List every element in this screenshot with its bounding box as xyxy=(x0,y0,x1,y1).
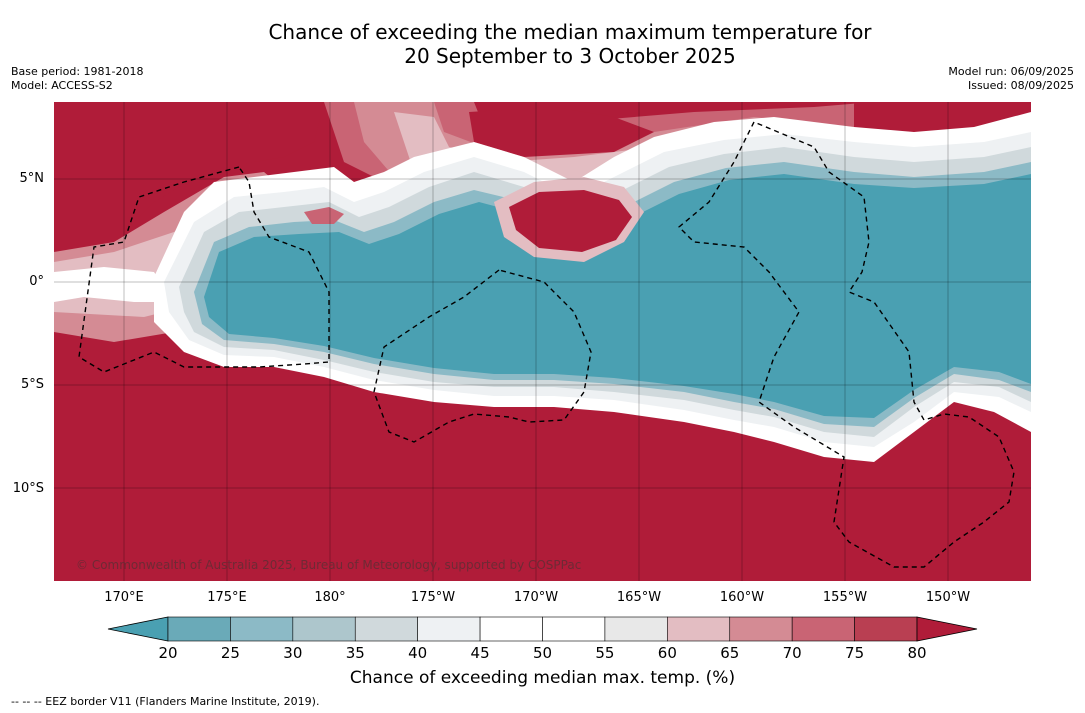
inner-red-patch xyxy=(509,190,632,252)
graticule xyxy=(54,102,1031,581)
eez-footnote: -- -- -- EEZ border V11 (Flanders Marine… xyxy=(11,695,320,708)
band-left-white xyxy=(54,267,174,302)
colorbar-segment xyxy=(542,616,606,642)
colorbar-extend-high xyxy=(916,616,978,642)
lon-label-175w: 175°W xyxy=(410,590,456,605)
title-line-1: Chance of exceeding the median maximum t… xyxy=(268,20,872,44)
colorbar-tick-label: 70 xyxy=(782,644,802,662)
colorbar-tick-label: 75 xyxy=(845,644,865,662)
eez-border-3 xyxy=(677,121,1015,568)
colorbar-segment xyxy=(230,616,294,642)
model-name: Model: ACCESS-S2 xyxy=(11,79,113,92)
lon-label-155w: 155°W xyxy=(822,590,868,605)
colorbar-tick-label: 20 xyxy=(158,644,178,662)
probability-map xyxy=(54,102,1031,581)
colorbar-tick-label: 55 xyxy=(595,644,615,662)
colorbar-tick-label: 30 xyxy=(283,644,303,662)
lat-label-5n: 5°N xyxy=(19,171,45,186)
meta-right: Model run: 06/09/2025 Issued: 08/09/2025 xyxy=(948,65,1074,93)
colorbar-tick-label: 50 xyxy=(532,644,553,662)
colorbar-segment xyxy=(791,616,855,642)
colorbar-extend-low xyxy=(107,616,169,642)
colorbar-segment xyxy=(292,616,356,642)
lat-label-0: 0° xyxy=(29,274,44,289)
lon-label-175e: 175°E xyxy=(207,590,247,605)
colorbar-tick-label: 65 xyxy=(720,644,740,662)
title-line-2: 20 September to 3 October 2025 xyxy=(404,44,736,68)
colorbar-segment xyxy=(667,616,731,642)
eez-border-2 xyxy=(373,269,592,443)
colorbar-tick-label: 25 xyxy=(220,644,240,662)
copyright-notice: © Commonwealth of Australia 2025, Bureau… xyxy=(76,558,582,572)
issued-date: Issued: 08/09/2025 xyxy=(967,79,1074,92)
map-title: Chance of exceeding the median maximum t… xyxy=(0,20,1085,68)
meta-left: Base period: 1981-2018 Model: ACCESS-S2 xyxy=(11,65,143,93)
colorbar-tick-label: 40 xyxy=(408,644,428,662)
colorbar-segment xyxy=(479,616,543,642)
colorbar-segments xyxy=(107,616,978,642)
lat-label-10s: 10°S xyxy=(12,481,44,496)
colorbar-segment xyxy=(417,616,481,642)
lon-label-160w: 160°W xyxy=(719,590,765,605)
lat-label-5s: 5°S xyxy=(20,377,44,392)
band-20-blue xyxy=(204,174,1031,418)
colorbar-tick-label: 60 xyxy=(657,644,677,662)
lon-label-180: 180° xyxy=(314,590,346,605)
lon-label-165w: 165°W xyxy=(616,590,662,605)
colorbar-title: Chance of exceeding median max. temp. (%… xyxy=(349,668,736,688)
lon-label-150w: 150°W xyxy=(925,590,971,605)
small-red-spot xyxy=(304,207,344,224)
colorbar-segment xyxy=(854,616,918,642)
upper-red-patch-1 xyxy=(469,107,654,157)
colorbar-segment xyxy=(167,616,231,642)
model-run: Model run: 06/09/2025 xyxy=(948,65,1074,78)
colorbar xyxy=(107,616,978,642)
colorbar-segment xyxy=(729,616,793,642)
colorbar-segment xyxy=(354,616,418,642)
map-area xyxy=(54,102,1031,581)
colorbar-tick-label: 45 xyxy=(470,644,490,662)
base-period: Base period: 1981-2018 xyxy=(11,65,144,78)
colorbar-segment xyxy=(604,616,668,642)
lon-label-170w: 170°W xyxy=(513,590,559,605)
lon-label-170e: 170°E xyxy=(104,590,144,605)
colorbar-tick-label: 80 xyxy=(907,644,927,662)
colorbar-tick-label: 35 xyxy=(345,644,365,662)
upper-red-patch-3 xyxy=(54,102,324,252)
eez-borders xyxy=(78,121,1015,568)
